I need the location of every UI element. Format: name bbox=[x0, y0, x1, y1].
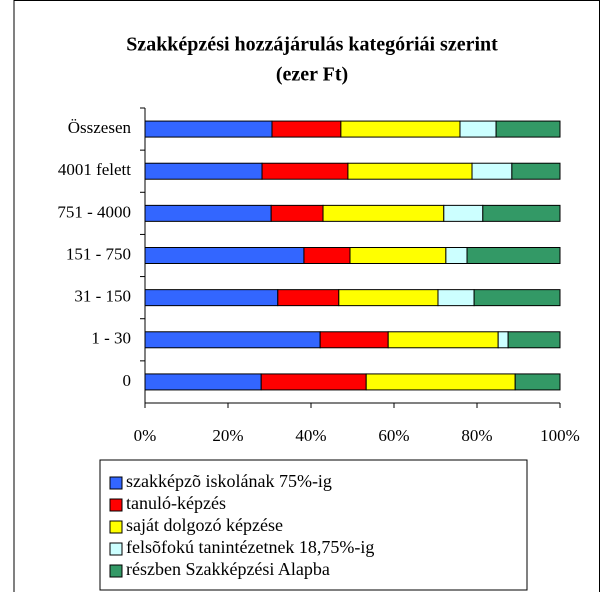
y-tick-label: 0 bbox=[123, 371, 132, 390]
legend-label: szakképzõ iskolának 75%-ig bbox=[126, 471, 332, 491]
chart-title: Szakképzési hozzájárulás kategóriái szer… bbox=[126, 34, 498, 56]
bar-segment bbox=[322, 204, 445, 222]
bar-segment bbox=[340, 120, 461, 138]
bar-segment bbox=[365, 373, 516, 391]
legend-label: saját dolgozó képzése bbox=[126, 515, 283, 535]
bar-segment bbox=[144, 162, 263, 180]
bar-segment bbox=[144, 331, 321, 349]
y-tick-label: 31 - 150 bbox=[74, 287, 131, 306]
x-tick-label: 80% bbox=[461, 426, 492, 445]
bar-segment bbox=[261, 162, 349, 180]
chart-subtitle: (ezer Ft) bbox=[276, 64, 348, 86]
legend-label: felsõfokú tanintézetnek 18,75%-ig bbox=[126, 537, 374, 557]
x-tick-label: 40% bbox=[295, 426, 326, 445]
bar-segment bbox=[144, 373, 262, 391]
bar-segment bbox=[270, 204, 324, 222]
bar-segment bbox=[349, 247, 447, 264]
x-tick-label: 100% bbox=[540, 426, 580, 445]
bar-segment bbox=[319, 331, 389, 349]
legend-swatch bbox=[109, 520, 123, 534]
bar-segment bbox=[497, 331, 509, 349]
bar-segment bbox=[260, 373, 367, 391]
bar-segment bbox=[482, 204, 561, 222]
legend-swatch bbox=[109, 564, 123, 578]
y-tick-label: 1 - 30 bbox=[91, 329, 131, 348]
bar-segment bbox=[471, 162, 513, 180]
legend-swatch bbox=[109, 476, 123, 490]
bar-segment bbox=[277, 289, 340, 307]
y-tick-label: Összesen bbox=[68, 118, 132, 137]
bar-segment bbox=[511, 162, 561, 180]
bar-segment bbox=[514, 373, 561, 391]
y-tick-label: 151 - 750 bbox=[66, 244, 131, 263]
x-tick-label: 60% bbox=[378, 426, 409, 445]
bar-segment bbox=[303, 247, 351, 264]
bar-segment bbox=[338, 289, 439, 307]
x-tick-label: 0% bbox=[134, 426, 157, 445]
legend bbox=[99, 459, 528, 591]
y-tick-label: 4001 felett bbox=[58, 160, 131, 179]
x-tick-label: 20% bbox=[212, 426, 243, 445]
legend-swatch bbox=[109, 542, 123, 556]
bar-segment bbox=[144, 204, 272, 222]
bar-segment bbox=[347, 162, 473, 180]
bar-segment bbox=[459, 120, 497, 138]
bar-segment bbox=[507, 331, 561, 349]
bar-segment bbox=[144, 120, 273, 138]
bar-segment bbox=[144, 289, 279, 307]
bar-segment bbox=[473, 289, 561, 307]
bar-segment bbox=[495, 120, 561, 138]
y-tick-label: 751 - 4000 bbox=[57, 202, 131, 221]
bar-segment bbox=[443, 204, 484, 222]
bar-segment bbox=[271, 120, 342, 138]
bar-segment bbox=[437, 289, 475, 307]
legend-label: részben Szakképzési Alapba bbox=[126, 559, 330, 579]
bar-segment bbox=[144, 247, 305, 264]
bar-segment bbox=[466, 247, 561, 264]
bar-segment bbox=[445, 247, 468, 264]
legend-label: tanuló-képzés bbox=[126, 493, 226, 513]
legend-swatch bbox=[109, 498, 123, 512]
bar-segment bbox=[387, 331, 499, 349]
